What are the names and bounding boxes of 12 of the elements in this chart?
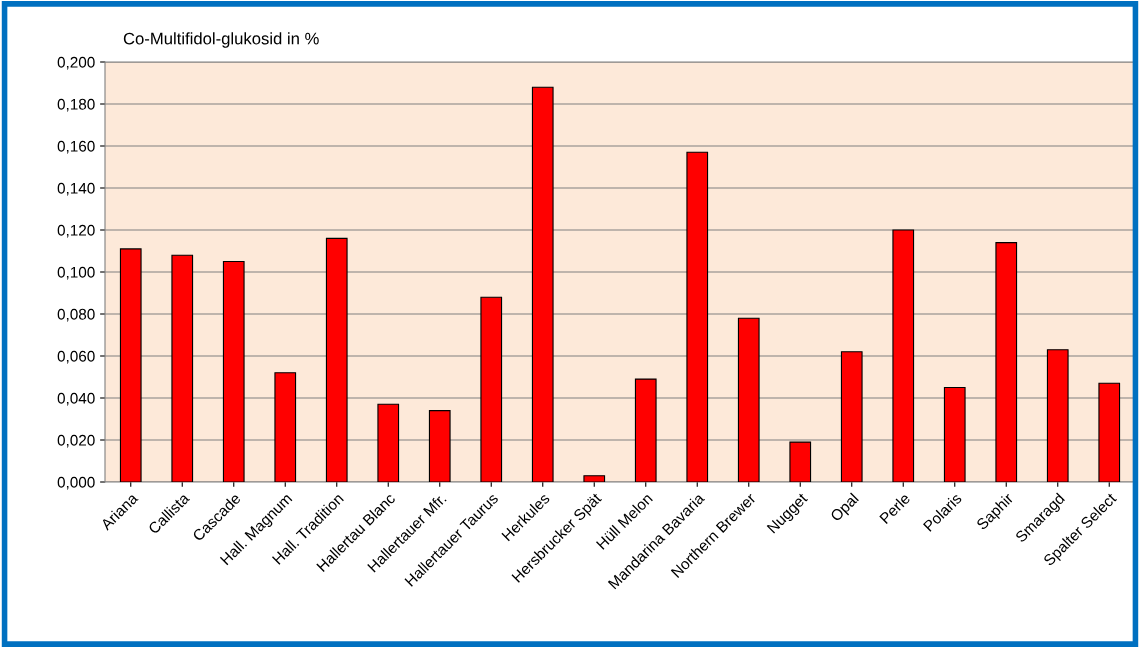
- y-tick-label: 0,140: [57, 182, 95, 196]
- y-tick-label: 0,120: [57, 224, 95, 238]
- y-tick-label: 0,060: [57, 350, 95, 364]
- y-tick-label: 0,180: [57, 98, 95, 112]
- y-tick-label: 0,160: [57, 140, 95, 154]
- y-tick-label: 0,040: [57, 392, 95, 406]
- chart-title: Co-Multifidol-glukosid in %: [123, 32, 319, 48]
- y-tick-label: 0,200: [57, 56, 95, 70]
- y-tick-label: 0,020: [57, 434, 95, 448]
- y-tick-label: 0,000: [57, 476, 95, 490]
- y-tick-label: 0,100: [57, 266, 95, 280]
- y-tick-label: 0,080: [57, 308, 95, 322]
